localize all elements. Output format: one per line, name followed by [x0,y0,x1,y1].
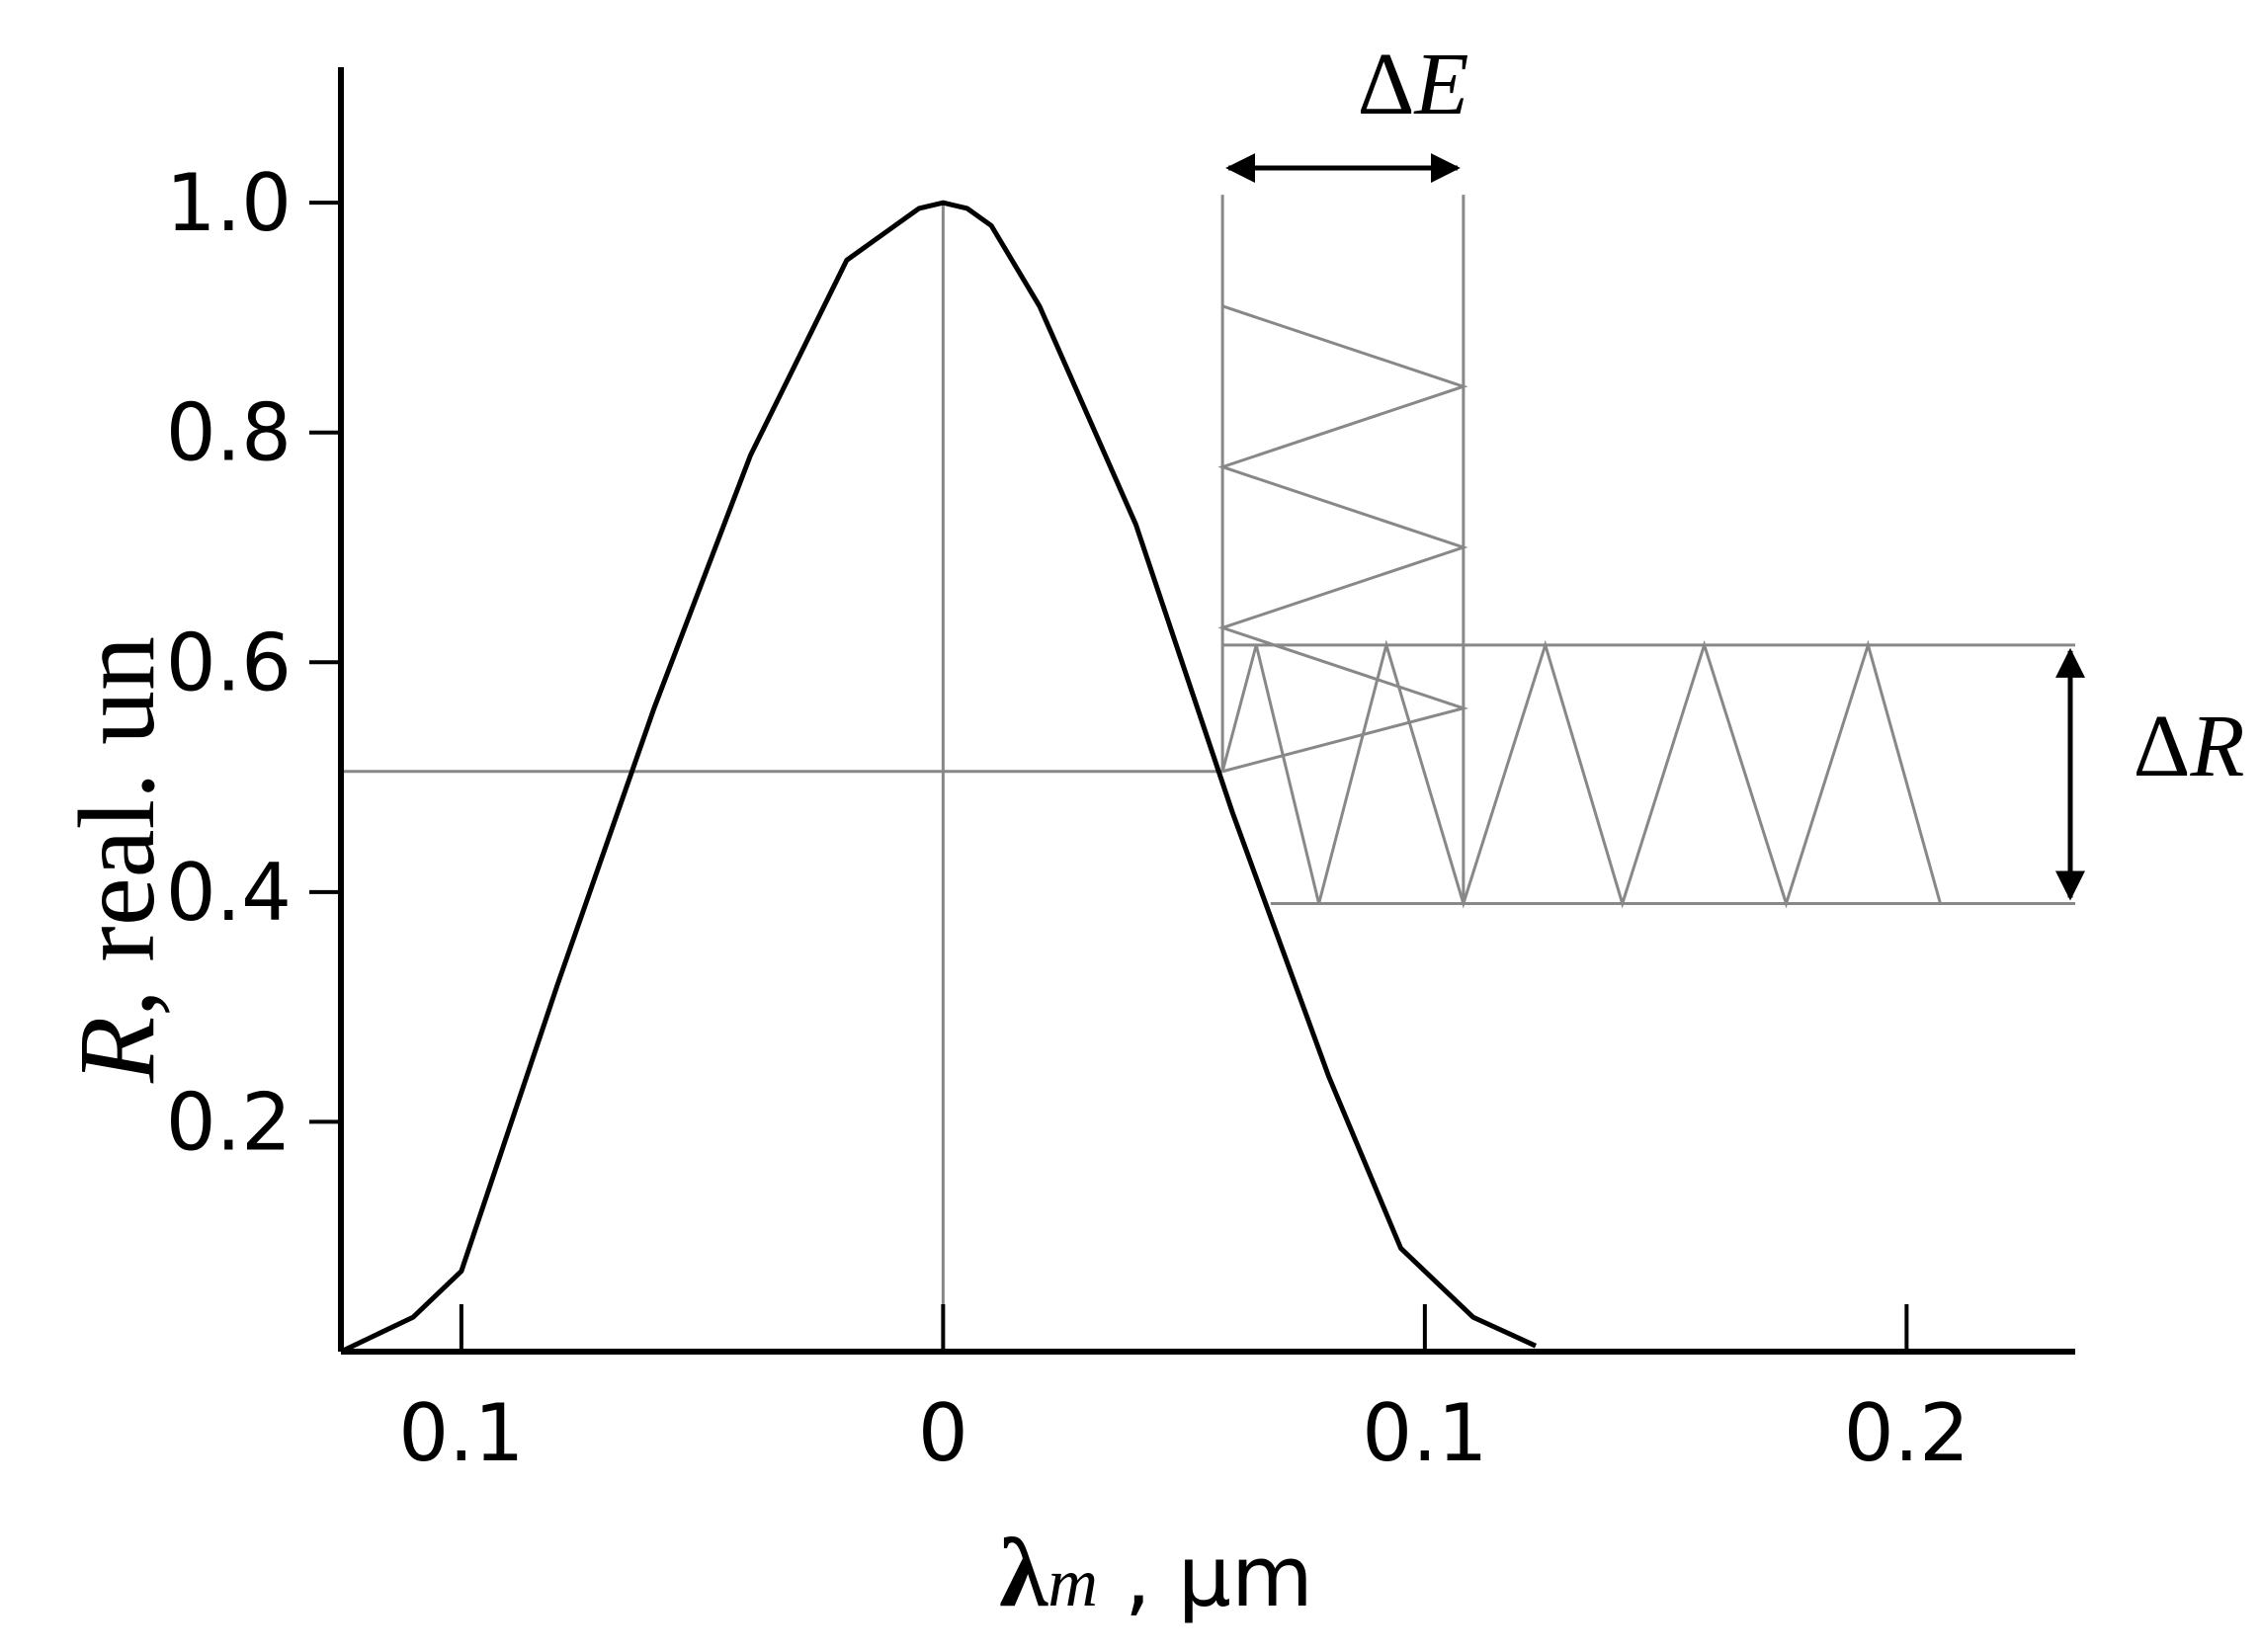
y-axis-label-symbol: R [56,1017,177,1084]
series-line-0 [339,200,1538,1355]
y-tick-label-2: 0.6 [166,617,292,708]
x-axis-label-symbol: λ [999,1518,1048,1627]
y-axis-label-rest: , real. un [56,636,177,1017]
annotations [1225,153,2085,901]
x-tick-label-3: 0.2 [1844,1387,1969,1479]
y-tick-label-1: 0.4 [166,847,292,939]
delta-r-var: R [2189,698,2244,795]
delta-e-symbol: Δ [1358,36,1415,133]
series [339,200,1538,1355]
delta-regions [1217,195,2075,909]
ticks: 0.2 0.4 0.6 0.8 1.0 0.1 0 0.1 0.2 [166,157,1969,1479]
delta-e-zigzag [1217,304,1469,774]
y-tick-label-3: 0.8 [166,387,292,479]
delta-e-label: ΔE [1358,36,1469,133]
axes [338,67,2075,1355]
y-tick-label-4: 1.0 [166,157,292,249]
x-tick-label-2: 0.1 [1362,1387,1487,1479]
delta-r-symbol: Δ [2134,698,2191,795]
x-axis-label-subscript: m [1047,1545,1098,1621]
y-axis-label: R, real. un [56,636,177,1084]
x-axis-label: λm , μm [999,1518,1313,1627]
y-tick-label-0: 0.2 [166,1076,292,1168]
reference-lines [341,203,1223,1352]
x-tick-label-1: 0 [918,1387,968,1479]
delta-r-zigzag [1220,639,1942,909]
delta-r-label: ΔR [2134,698,2245,795]
x-axis-label-unit: , μm [1098,1528,1313,1626]
x-tick-label-0: 0.1 [398,1387,524,1479]
delta-e-var: E [1412,36,1468,133]
